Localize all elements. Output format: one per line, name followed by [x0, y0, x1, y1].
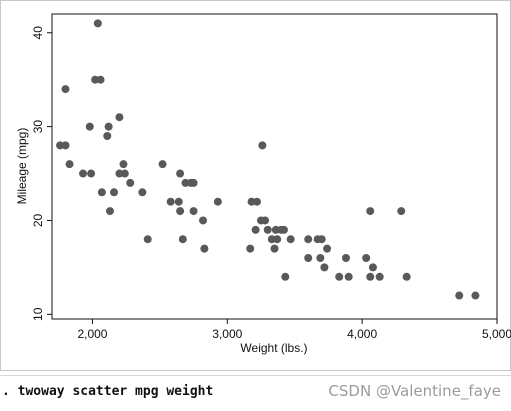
scatter-point: [273, 235, 282, 244]
scatter-point: [65, 160, 74, 169]
scatter-point: [158, 160, 167, 169]
scatter-point: [366, 207, 375, 216]
scatter-point: [138, 188, 147, 197]
scatter-point: [251, 225, 260, 234]
y-tick-label: 40: [31, 26, 45, 40]
scatter-point: [258, 141, 267, 150]
scatter-point: [316, 254, 325, 262]
scatter-point: [213, 197, 222, 206]
y-tick-label: 30: [31, 120, 45, 134]
scatter-point: [178, 235, 187, 244]
scatter-point: [176, 169, 185, 178]
graph-window: 10 20 30 40 2,000 3,000 4,000 5,000 Weight (lb…: [0, 0, 511, 373]
scatter-point: [323, 244, 332, 253]
x-axis-title: Weight (lbs.): [240, 341, 307, 355]
scatter-point: [366, 272, 375, 281]
scatter-point: [375, 272, 384, 281]
scatter-point: [103, 132, 112, 140]
scatter-chart: 10 20 30 40 2,000 3,000 4,000 5,000 Weight (lb…: [0, 0, 511, 371]
scatter-point: [335, 272, 344, 281]
scatter-point: [143, 235, 152, 244]
scatter-point: [279, 225, 288, 234]
scatter-point: [115, 113, 124, 122]
scatter-point: [105, 207, 114, 216]
scatter-point: [281, 272, 290, 281]
scatter-markers: [56, 19, 480, 300]
scatter-point: [189, 207, 198, 216]
scatter-point: [304, 235, 313, 244]
x-tick-label: 2,000: [77, 327, 107, 341]
scatter-point: [261, 216, 270, 225]
x-tick-label: 4,000: [347, 327, 377, 341]
scatter-point: [200, 244, 209, 253]
scatter-point: [402, 272, 411, 281]
y-axis: 10 20 30 40: [31, 26, 52, 321]
scatter-point: [174, 197, 183, 206]
scatter-point: [341, 254, 350, 262]
scatter-point: [252, 197, 261, 206]
console-line: . twoway scatter mpg weight CSDN @Valent…: [0, 375, 511, 411]
scatter-point: [286, 235, 295, 244]
scatter-point: [246, 244, 255, 253]
y-tick-label: 20: [31, 213, 45, 227]
scatter-point: [263, 225, 272, 234]
scatter-point: [119, 160, 128, 169]
scatter-point: [96, 75, 105, 84]
command-text: . twoway scatter mpg weight: [2, 384, 214, 399]
x-tick-label: 5,000: [482, 327, 511, 341]
scatter-point: [368, 263, 377, 272]
scatter-point: [189, 178, 198, 187]
y-axis-title: Mileage (mpg): [15, 128, 29, 205]
scatter-point: [397, 207, 406, 216]
y-tick-label: 10: [31, 307, 45, 321]
scatter-point: [85, 122, 94, 131]
scatter-point: [87, 169, 96, 178]
plot-region: [51, 13, 498, 320]
scatter-point: [344, 272, 353, 281]
x-tick-label: 3,000: [212, 327, 242, 341]
scatter-point: [317, 235, 326, 244]
scatter-point: [93, 19, 102, 28]
scatter-point: [104, 122, 113, 131]
scatter-point: [110, 188, 119, 197]
scatter-point: [304, 254, 313, 262]
scatter-point: [199, 216, 208, 225]
scatter-point: [362, 254, 371, 262]
scatter-point: [61, 85, 70, 94]
x-axis: 2,000 3,000 4,000 5,000: [77, 319, 511, 341]
scatter-point: [79, 169, 88, 178]
watermark-text: CSDN @Valentine_faye: [328, 382, 501, 400]
scatter-point: [320, 263, 329, 272]
scatter-point: [270, 244, 279, 253]
scatter-point: [120, 169, 129, 178]
scatter-point: [176, 207, 185, 216]
scatter-point: [166, 197, 175, 206]
scatter-point: [97, 188, 106, 197]
scatter-point: [61, 141, 70, 150]
scatter-point: [455, 291, 464, 300]
scatter-point: [471, 291, 480, 300]
scatter-point: [126, 178, 135, 187]
